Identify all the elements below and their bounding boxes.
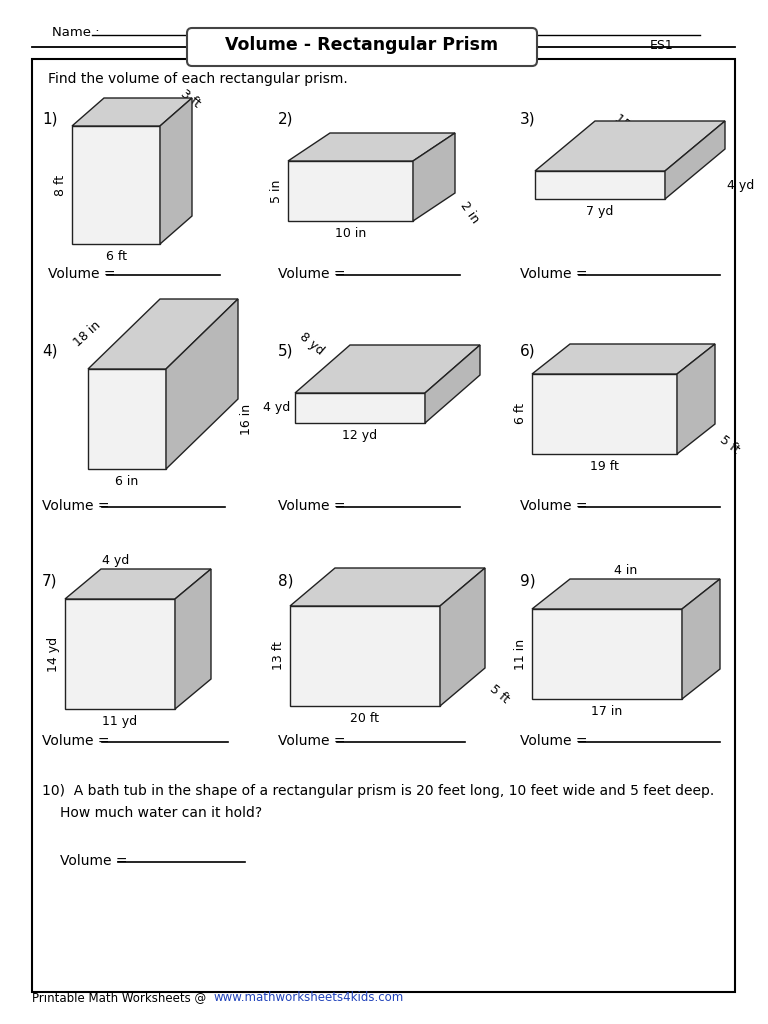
Polygon shape: [88, 369, 166, 469]
Polygon shape: [65, 569, 211, 599]
Text: 15 yd: 15 yd: [612, 112, 648, 144]
Text: 6 ft: 6 ft: [105, 250, 127, 263]
Text: Printable Math Worksheets @: Printable Math Worksheets @: [32, 991, 210, 1004]
Text: How much water can it hold?: How much water can it hold?: [60, 806, 262, 820]
Text: 4): 4): [42, 344, 58, 359]
Text: 10)  A bath tub in the shape of a rectangular prism is 20 feet long, 10 feet wid: 10) A bath tub in the shape of a rectang…: [42, 784, 714, 798]
Polygon shape: [425, 345, 480, 423]
Text: 2 in: 2 in: [458, 200, 482, 226]
Text: 3): 3): [520, 112, 535, 127]
Text: 8 ft: 8 ft: [54, 174, 67, 196]
Text: 6): 6): [520, 344, 535, 359]
Polygon shape: [72, 126, 160, 244]
Text: Volume =: Volume =: [520, 734, 592, 748]
Polygon shape: [532, 374, 677, 454]
Polygon shape: [440, 568, 485, 706]
Text: 6 ft: 6 ft: [514, 403, 527, 425]
Text: 6 in: 6 in: [115, 475, 139, 488]
Text: 18 in: 18 in: [71, 318, 103, 349]
Text: Volume =: Volume =: [278, 267, 350, 281]
Text: 14 yd: 14 yd: [47, 637, 60, 672]
Text: Volume =: Volume =: [48, 267, 120, 281]
Polygon shape: [532, 609, 682, 699]
Text: 12 yd: 12 yd: [343, 429, 378, 442]
Text: Volume =: Volume =: [278, 734, 350, 748]
Polygon shape: [65, 599, 175, 709]
Polygon shape: [290, 568, 485, 606]
FancyBboxPatch shape: [187, 28, 537, 66]
Polygon shape: [175, 569, 211, 709]
Text: www.mathworksheets4kids.com: www.mathworksheets4kids.com: [213, 991, 403, 1004]
Polygon shape: [72, 98, 192, 126]
Polygon shape: [535, 121, 725, 171]
Text: 5 ft: 5 ft: [717, 433, 742, 457]
Text: Score :: Score :: [488, 26, 534, 39]
Text: 7 yd: 7 yd: [586, 205, 614, 218]
Text: 11 in: 11 in: [514, 638, 527, 670]
Text: 13 ft: 13 ft: [272, 642, 285, 671]
Text: 17 in: 17 in: [591, 705, 623, 718]
Text: 10 in: 10 in: [335, 227, 366, 240]
Text: Volume =: Volume =: [42, 734, 114, 748]
Text: 1): 1): [42, 112, 58, 127]
Text: Volume - Rectangular Prism: Volume - Rectangular Prism: [226, 36, 498, 54]
Text: 5): 5): [278, 344, 293, 359]
Polygon shape: [166, 299, 238, 469]
Text: 5 in: 5 in: [270, 179, 283, 203]
Text: 4 in: 4 in: [614, 564, 637, 577]
Text: 7): 7): [42, 574, 58, 589]
Polygon shape: [535, 171, 665, 199]
Polygon shape: [295, 345, 480, 393]
Text: 2): 2): [278, 112, 293, 127]
Text: 3 ft: 3 ft: [178, 87, 203, 110]
Polygon shape: [288, 133, 455, 161]
Text: 8): 8): [278, 574, 293, 589]
Text: 11 yd: 11 yd: [102, 715, 137, 728]
Polygon shape: [413, 133, 455, 221]
Text: 19 ft: 19 ft: [590, 460, 619, 473]
Polygon shape: [290, 606, 440, 706]
Text: 16 in: 16 in: [240, 403, 253, 434]
Text: 4 yd: 4 yd: [102, 554, 130, 567]
Polygon shape: [160, 98, 192, 244]
Text: Volume =: Volume =: [60, 854, 132, 868]
Text: 5 ft: 5 ft: [487, 683, 511, 707]
Polygon shape: [532, 579, 720, 609]
Text: Volume =: Volume =: [520, 499, 592, 513]
Text: Name :: Name :: [52, 26, 100, 39]
Text: Find the volume of each rectangular prism.: Find the volume of each rectangular pris…: [48, 72, 348, 86]
Polygon shape: [88, 299, 238, 369]
Polygon shape: [532, 344, 715, 374]
Polygon shape: [295, 393, 425, 423]
Text: Volume =: Volume =: [278, 499, 350, 513]
Polygon shape: [288, 161, 413, 221]
Text: 8 yd: 8 yd: [297, 330, 326, 357]
Text: 20 ft: 20 ft: [350, 712, 379, 725]
Text: 4 yd: 4 yd: [727, 178, 754, 191]
Polygon shape: [677, 344, 715, 454]
Text: Volume =: Volume =: [42, 499, 114, 513]
Polygon shape: [682, 579, 720, 699]
Text: ES1: ES1: [650, 39, 674, 52]
Text: 9): 9): [520, 574, 535, 589]
Text: 4 yd: 4 yd: [263, 401, 290, 415]
Text: Volume =: Volume =: [520, 267, 592, 281]
Polygon shape: [665, 121, 725, 199]
